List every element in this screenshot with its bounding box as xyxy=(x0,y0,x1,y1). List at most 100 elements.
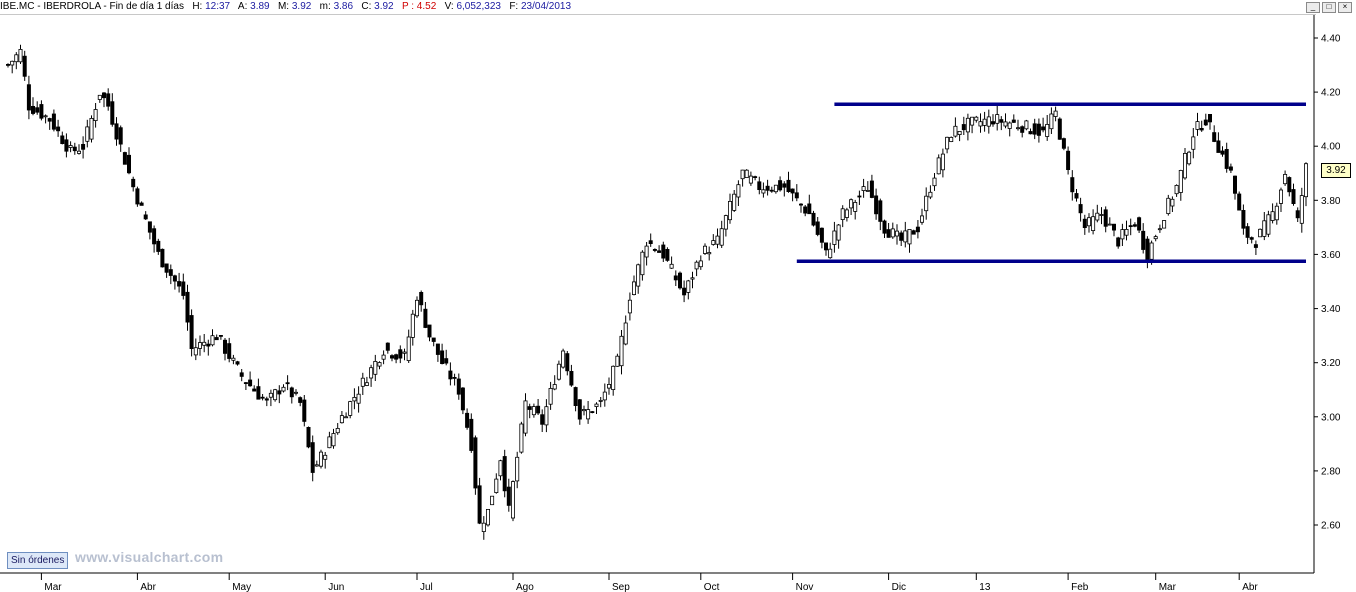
candle-body-down xyxy=(302,399,307,422)
close-button[interactable]: × xyxy=(1338,2,1352,13)
candle-body-up xyxy=(744,169,749,178)
candle-body-down xyxy=(385,342,390,351)
candle-body-up xyxy=(1053,110,1058,117)
candle-body-up xyxy=(978,121,983,127)
candle xyxy=(961,116,966,135)
candle xyxy=(1007,121,1012,137)
candle-body-down xyxy=(394,354,399,360)
candle xyxy=(703,243,708,255)
x-tick-label: Ago xyxy=(516,582,534,592)
candle-body-down xyxy=(803,206,808,214)
candle-body-up xyxy=(369,367,374,379)
candle xyxy=(360,372,365,395)
minimize-button[interactable]: _ xyxy=(1306,2,1320,13)
candle xyxy=(89,115,94,143)
candle xyxy=(778,176,783,192)
candle-body-up xyxy=(740,169,745,180)
candle-body-up xyxy=(861,186,866,192)
candle xyxy=(707,246,712,261)
candle xyxy=(152,225,157,253)
candle-body-up xyxy=(1149,242,1154,260)
candle xyxy=(1274,202,1279,225)
candle xyxy=(986,109,991,134)
candle xyxy=(920,208,925,225)
candle-body-up xyxy=(406,336,411,362)
candle-body-up xyxy=(736,184,741,198)
candle-body-up xyxy=(1187,151,1192,165)
candle-body-down xyxy=(135,188,140,205)
candle xyxy=(1249,236,1254,244)
candle xyxy=(348,400,353,419)
candle xyxy=(1195,112,1200,136)
candle xyxy=(1299,187,1304,233)
candle xyxy=(886,223,891,238)
candle-body-up xyxy=(1191,136,1196,150)
candle-body-up xyxy=(1024,120,1029,130)
candle-body-down xyxy=(1036,123,1041,136)
candle xyxy=(832,221,837,253)
candle-body-down xyxy=(289,387,294,398)
candle xyxy=(47,117,52,130)
candle xyxy=(552,375,557,391)
candle xyxy=(1295,207,1300,222)
candle xyxy=(327,431,332,449)
candle-body-down xyxy=(164,263,169,273)
candle xyxy=(936,154,941,175)
candle-body-down xyxy=(465,412,470,428)
candle-body-down xyxy=(143,214,148,220)
candle xyxy=(156,238,161,255)
candle-body-down xyxy=(794,192,799,199)
candle xyxy=(373,354,378,381)
candle-body-down xyxy=(114,123,119,140)
candle-body-down xyxy=(423,308,428,328)
candle-body-up xyxy=(43,115,48,118)
candle xyxy=(260,394,265,401)
candle-body-up xyxy=(1274,205,1279,221)
candle xyxy=(991,114,996,127)
candle xyxy=(740,169,745,187)
candle-body-down xyxy=(218,334,223,337)
candle xyxy=(498,459,503,481)
candle-body-down xyxy=(264,398,269,401)
candle xyxy=(177,272,182,293)
candle xyxy=(435,343,440,362)
candle xyxy=(811,210,816,227)
candle xyxy=(26,75,31,120)
candle xyxy=(1212,125,1217,143)
candle-body-down xyxy=(506,486,511,506)
maximize-button[interactable]: □ xyxy=(1322,2,1336,13)
candle xyxy=(1082,214,1087,235)
candle xyxy=(35,101,40,115)
candle xyxy=(828,242,833,259)
candle-body-up xyxy=(957,130,962,135)
candle xyxy=(928,185,933,200)
candle xyxy=(248,371,253,387)
close-label: C: xyxy=(361,1,372,12)
candle xyxy=(665,247,670,262)
candle xyxy=(139,201,144,206)
candle-body-up xyxy=(193,347,198,356)
candle-body-up xyxy=(377,362,382,367)
candle xyxy=(477,477,482,525)
candle xyxy=(452,373,457,386)
y-tick-label: 3.60 xyxy=(1321,250,1341,261)
candle xyxy=(490,495,495,506)
candle xyxy=(473,435,478,495)
candle xyxy=(1099,207,1104,225)
orders-badge[interactable]: Sin órdenes xyxy=(7,552,69,569)
candle-body-down xyxy=(790,188,795,194)
candle xyxy=(1032,118,1037,140)
candle-body-down xyxy=(652,248,657,251)
candle-body-up xyxy=(327,436,332,449)
candle-body-up xyxy=(840,208,845,221)
candle xyxy=(899,230,904,246)
open-value: 3.89 xyxy=(250,1,270,12)
candle xyxy=(790,188,795,202)
candle xyxy=(1091,209,1096,235)
candle-body-up xyxy=(414,299,419,317)
candle xyxy=(456,373,461,400)
candle-body-down xyxy=(882,220,887,234)
candle-body-up xyxy=(723,215,728,230)
candle-body-down xyxy=(106,93,111,107)
